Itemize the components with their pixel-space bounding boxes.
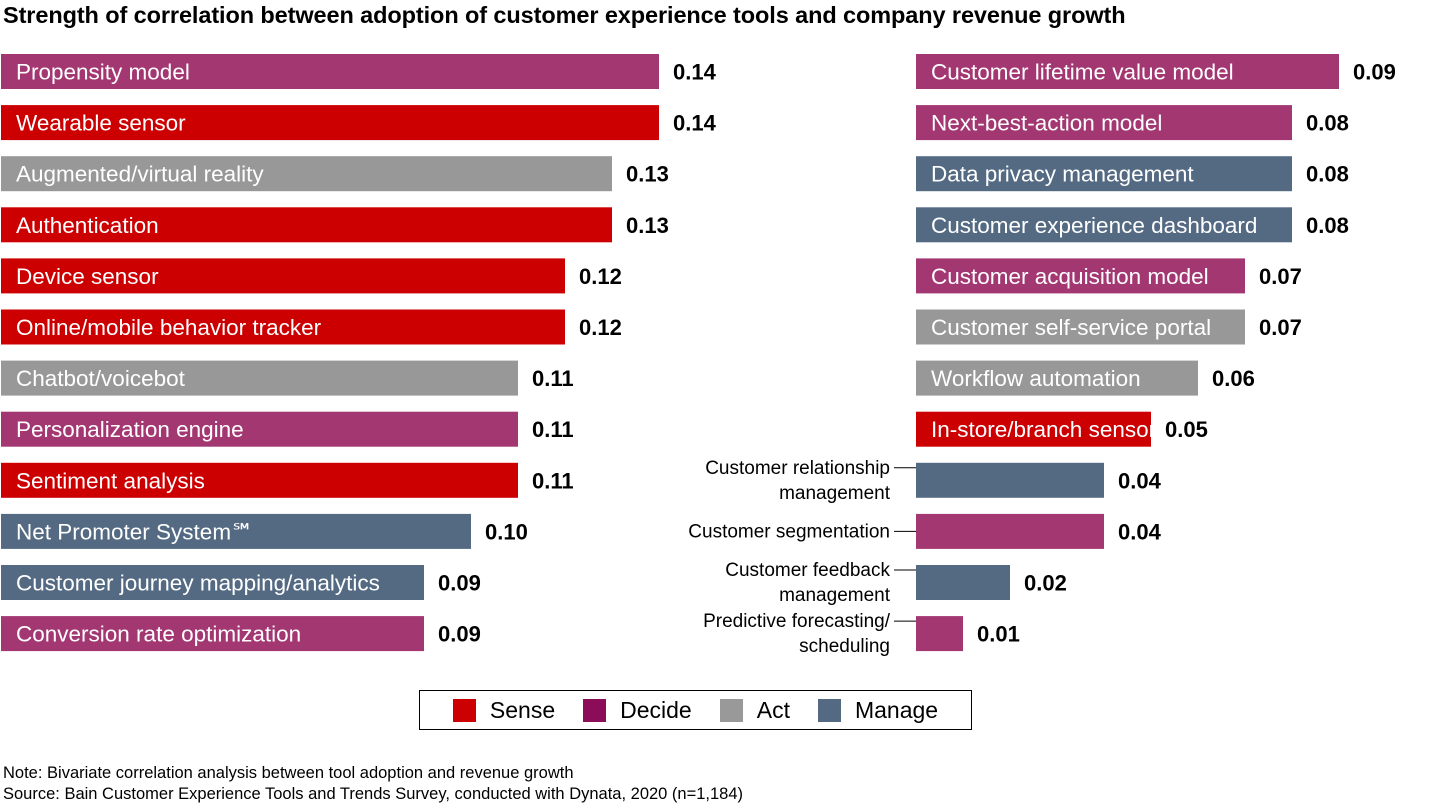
bar-augmented-virtual-reality — [1, 156, 612, 192]
legend-item-act: Act — [719, 696, 790, 724]
legend-swatch-manage — [817, 698, 841, 722]
bar-customer-self-service-portal — [916, 309, 1245, 345]
bar-label-sentiment-analysis: Sentiment analysis — [16, 468, 205, 493]
bar-customer-relationship-management — [916, 462, 1104, 498]
bar-label-predictive-forecasting-scheduling-line2: scheduling — [799, 636, 890, 657]
bar-label-conversion-rate-optimization: Conversion rate optimization — [16, 622, 301, 647]
legend: Sense Decide Act Manage — [419, 690, 972, 730]
bar-customer-feedback-management — [916, 565, 1010, 600]
bar-next-best-action-model — [916, 105, 1292, 141]
value-label-customer-journey-mapping-analytics: 0.09 — [438, 571, 481, 596]
legend-item-decide: Decide — [583, 697, 692, 724]
value-label-customer-self-service-portal: 0.07 — [1259, 315, 1302, 340]
legend-label-manage: Manage — [854, 696, 939, 723]
note-text: Note: Bivariate correlation analysis bet… — [3, 764, 574, 782]
bar-label-device-sensor: Device sensor — [16, 264, 159, 289]
value-label-customer-feedback-management: 0.02 — [1024, 571, 1067, 596]
bar-label-customer-acquisition-model: Customer acquisition model — [931, 264, 1209, 289]
value-label-customer-experience-dashboard: 0.08 — [1306, 213, 1349, 238]
bar-label-customer-relationship-management-line1: Customer relationship — [705, 458, 890, 479]
value-label-conversion-rate-optimization: 0.09 — [438, 622, 481, 647]
bar-label-customer-experience-dashboard: Customer experience dashboard — [931, 213, 1257, 238]
footnotes: Note: Bivariate correlation analysis bet… — [3, 763, 743, 805]
bar-label-net-promoter-system: Net Promoter System℠ — [16, 519, 254, 544]
bar-label-chatbot-voicebot: Chatbot/voicebot — [16, 366, 186, 391]
bar-device-sensor — [1, 258, 565, 294]
bar-customer-segmentation — [916, 513, 1104, 549]
value-label-in-store-branch-sensor: 0.05 — [1165, 417, 1208, 442]
legend-label-sense: Sense — [489, 696, 556, 723]
legend-swatch-sense — [452, 698, 476, 722]
bar-label-personalization-engine: Personalization engine — [16, 417, 244, 442]
value-label-workflow-automation: 0.06 — [1212, 366, 1255, 391]
bar-chatbot-voicebot — [1, 360, 518, 396]
bar-workflow-automation — [916, 360, 1198, 396]
bar-label-wearable-sensor: Wearable sensor — [16, 111, 186, 136]
legend-label-act: Act — [756, 696, 790, 723]
value-label-customer-segmentation: 0.04 — [1118, 519, 1162, 544]
value-label-wearable-sensor: 0.14 — [673, 111, 717, 136]
bar-conversion-rate-optimization — [1, 616, 424, 652]
value-label-data-privacy-management: 0.08 — [1306, 162, 1349, 187]
bar-wearable-sensor — [1, 105, 659, 141]
bar-label-customer-relationship-management-line2: management — [779, 483, 891, 504]
bar-label-propensity-model: Propensity model — [16, 60, 190, 85]
bar-label-augmented-virtual-reality: Augmented/virtual reality — [16, 162, 264, 187]
bar-customer-experience-dashboard — [916, 207, 1292, 243]
bar-chart: Propensity model 0.14 Wearable sensor 0.14 A… — [1, 54, 1396, 657]
value-label-online-mobile-behavior-tracker: 0.12 — [579, 315, 622, 340]
bar-authentication — [1, 207, 612, 243]
value-label-customer-lifetime-value-model: 0.09 — [1353, 60, 1396, 85]
value-label-propensity-model: 0.14 — [673, 60, 717, 85]
value-label-next-best-action-model: 0.08 — [1306, 111, 1349, 136]
bar-in-store-branch-sensor — [916, 411, 1151, 447]
bar-customer-acquisition-model — [916, 258, 1245, 294]
chart-title: Strength of correlation between adoption… — [3, 2, 1126, 28]
legend-item-sense: Sense — [452, 696, 556, 724]
bar-label-in-store-branch-sensor: In-store/branch sensor — [931, 417, 1157, 442]
bar-personalization-engine — [1, 411, 518, 447]
value-label-net-promoter-system: 0.10 — [485, 519, 528, 544]
value-label-customer-acquisition-model: 0.07 — [1259, 264, 1302, 289]
value-label-customer-relationship-management: 0.04 — [1118, 468, 1162, 493]
value-label-device-sensor: 0.12 — [579, 264, 622, 289]
legend-item-manage: Manage — [817, 696, 939, 724]
bar-label-customer-journey-mapping-analytics: Customer journey mapping/analytics — [16, 571, 380, 596]
bar-predictive-forecasting-scheduling — [916, 616, 963, 652]
bar-label-customer-self-service-portal: Customer self-service portal — [931, 315, 1211, 340]
bar-label-customer-feedback-management-line1: Customer feedback — [725, 560, 890, 581]
bar-sentiment-analysis — [1, 462, 518, 498]
value-label-personalization-engine: 0.11 — [532, 417, 574, 442]
bar-label-authentication: Authentication — [16, 213, 159, 238]
value-label-authentication: 0.13 — [626, 213, 669, 238]
bar-label-workflow-automation: Workflow automation — [931, 366, 1141, 391]
bar-label-predictive-forecasting-scheduling-line1: Predictive forecasting/ — [703, 611, 891, 632]
bar-propensity-model — [1, 54, 659, 89]
bar-label-data-privacy-management: Data privacy management — [931, 162, 1194, 187]
bar-label-customer-lifetime-value-model: Customer lifetime value model — [931, 60, 1234, 85]
source-text: Source: Bain Customer Experience Tools a… — [3, 785, 744, 803]
value-label-chatbot-voicebot: 0.11 — [532, 366, 574, 391]
bar-net-promoter-system — [1, 513, 471, 549]
legend-swatch-decide — [583, 698, 607, 722]
bar-customer-journey-mapping-analytics — [1, 565, 424, 600]
bar-label-online-mobile-behavior-tracker: Online/mobile behavior tracker — [16, 315, 322, 340]
legend-label-decide: Decide — [620, 696, 692, 723]
bar-label-next-best-action-model: Next-best-action model — [931, 111, 1162, 136]
legend-swatch-act — [719, 698, 743, 722]
value-label-augmented-virtual-reality: 0.13 — [626, 162, 669, 187]
bar-online-mobile-behavior-tracker — [1, 309, 565, 345]
bar-label-customer-feedback-management-line2: management — [779, 585, 891, 606]
bar-label-customer-segmentation: Customer segmentation — [688, 521, 890, 542]
value-label-sentiment-analysis: 0.11 — [532, 468, 574, 493]
bar-data-privacy-management — [916, 156, 1292, 192]
value-label-predictive-forecasting-scheduling: 0.01 — [977, 622, 1020, 647]
bar-customer-lifetime-value-model — [916, 54, 1339, 89]
